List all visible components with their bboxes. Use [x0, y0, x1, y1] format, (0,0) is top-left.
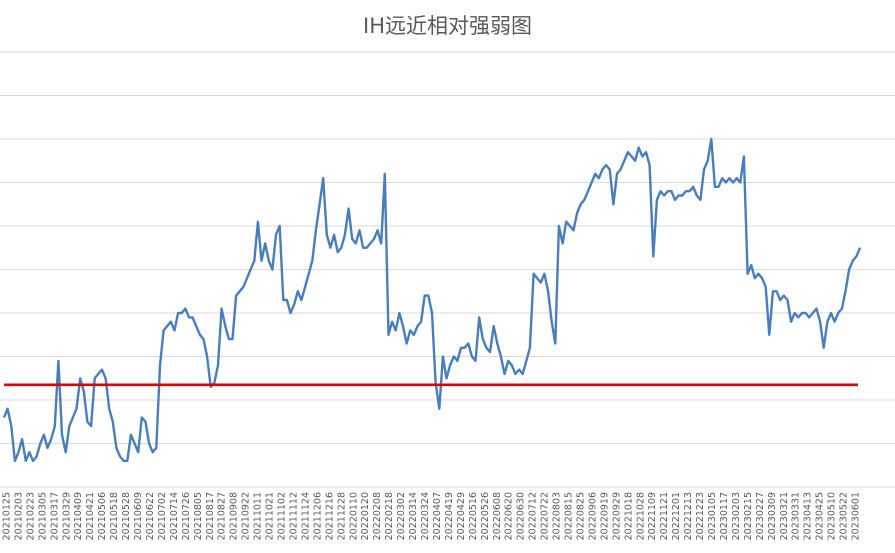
x-tick-label: 20210908 [229, 492, 240, 540]
x-tick-label: 20210609 [133, 492, 144, 540]
chart-title: IH远近相对强弱图 [363, 14, 532, 38]
x-tick-label: 20210518 [109, 492, 120, 540]
x-tick-label: 20230321 [779, 492, 790, 540]
x-tick-label: 20230105 [707, 492, 718, 540]
gridlines [0, 51, 895, 488]
x-tick-label: 20210203 [14, 492, 25, 540]
x-tick-label: 20221213 [683, 492, 694, 540]
x-tick-label: 20220407 [432, 492, 443, 540]
x-tick-label: 20230413 [803, 492, 814, 540]
x-tick-label: 20210922 [241, 492, 252, 540]
x-tick-label: 20211206 [312, 492, 323, 540]
x-tick-label: 20210714 [169, 492, 180, 540]
x-tick-label: 20220722 [540, 492, 551, 540]
x-tick-label: 20220608 [492, 492, 503, 540]
x-tick-label: 20230522 [839, 492, 850, 540]
x-tick-label: 20220815 [564, 492, 575, 540]
x-tick-label: 20211102 [277, 492, 288, 540]
x-tick-label: 20230425 [815, 492, 826, 540]
x-tick-label: 20230203 [731, 492, 742, 540]
x-tick-label: 20230510 [827, 492, 838, 540]
x-tick-label: 20210817 [205, 492, 216, 540]
x-tick-label: 20211216 [324, 492, 335, 540]
x-tick-label: 20220419 [444, 492, 455, 540]
x-tick-label: 20210223 [25, 492, 36, 540]
x-tick-label: 20211112 [289, 492, 300, 540]
x-tick-label: 20210317 [49, 492, 60, 540]
x-tick-label: 20220929 [611, 492, 622, 540]
x-tick-label: 20230309 [767, 492, 778, 540]
x-tick-label: 20210827 [217, 492, 228, 540]
x-tick-label: 20220429 [456, 492, 467, 540]
series-line [2, 137, 862, 463]
x-tick-label: 20230215 [743, 492, 754, 540]
x-tick-label: 20220120 [360, 492, 371, 540]
x-axis-tick-labels: 20210125 20210203 20210223 20210305 20210317… [2, 492, 862, 540]
x-tick-label: 20220712 [528, 492, 539, 540]
x-tick-label: 20221201 [671, 492, 682, 540]
x-tick-label: 20230227 [755, 492, 766, 540]
x-tick-label: 20210622 [145, 492, 156, 540]
x-tick-label: 20210329 [61, 492, 72, 540]
x-tick-label: 20220906 [587, 492, 598, 540]
x-tick-label: 20211124 [300, 492, 311, 540]
x-tick-label: 20211021 [265, 492, 276, 540]
x-tick-label: 20220516 [468, 492, 479, 540]
x-tick-label: 20211011 [253, 492, 264, 540]
x-tick-label: 20221223 [695, 492, 706, 540]
x-tick-label: 20221028 [635, 492, 646, 540]
x-tick-label: 20220630 [516, 492, 527, 540]
x-tick-label: 20210125 [2, 492, 13, 540]
x-tick-label: 20220825 [576, 492, 587, 540]
x-tick-label: 20230601 [851, 492, 862, 540]
x-tick-label: 20210805 [193, 492, 204, 540]
x-tick-label: 20210409 [73, 492, 84, 540]
x-tick-label: 20230331 [791, 492, 802, 540]
x-tick-label: 20210506 [97, 492, 108, 540]
x-tick-label: 20210702 [157, 492, 168, 540]
x-tick-label: 20220620 [504, 492, 515, 540]
x-tick-label: 20230117 [719, 492, 730, 540]
series-layer [2, 137, 862, 463]
x-tick-label: 20220314 [408, 492, 419, 540]
x-tick-label: 20220324 [420, 492, 431, 540]
x-tick-label: 20220302 [396, 492, 407, 540]
x-tick-label: 20211228 [336, 492, 347, 540]
x-tick-label: 20220110 [348, 492, 359, 540]
x-tick-label: 20220526 [480, 492, 491, 540]
x-tick-label: 20220803 [552, 492, 563, 540]
x-tick-label: 20210305 [37, 492, 48, 540]
x-tick-label: 20221121 [659, 492, 670, 540]
x-tick-label: 20210421 [85, 492, 96, 540]
x-tick-label: 20210726 [181, 492, 192, 540]
x-tick-label: 20221109 [647, 492, 658, 540]
x-tick-label: 20221018 [623, 492, 634, 540]
x-tick-label: 20220919 [599, 492, 610, 540]
x-tick-label: 20220208 [372, 492, 383, 540]
x-tick-label: 20220218 [384, 492, 395, 540]
x-tick-label: 20210528 [121, 492, 132, 540]
